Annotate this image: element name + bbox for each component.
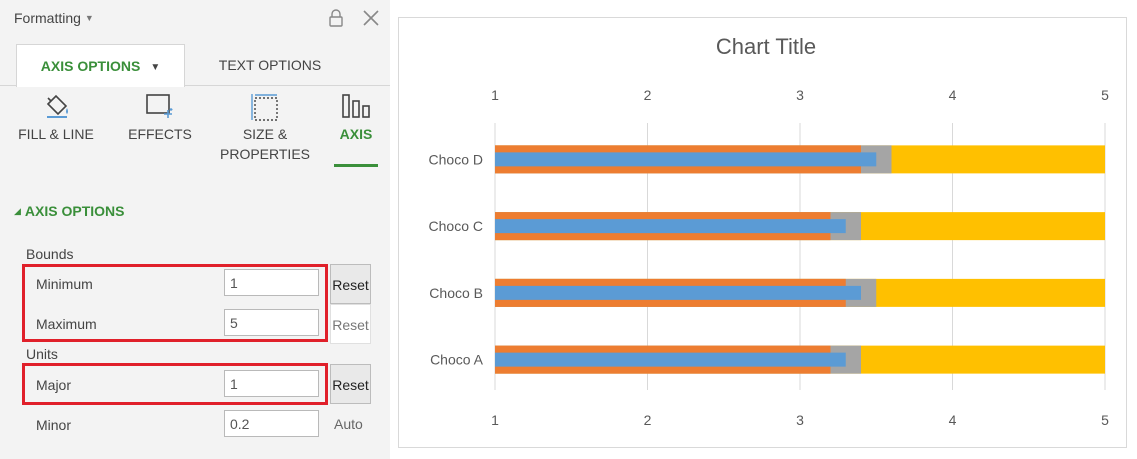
major-label: Major (36, 377, 72, 393)
category-label: Choco C (429, 218, 483, 234)
subtab-axis[interactable]: AXIS (333, 92, 379, 142)
bar-series-4 (495, 219, 846, 234)
pane-title: Formatting (14, 10, 81, 26)
top-axis-tick-label: 3 (796, 87, 804, 103)
subtab-size-properties[interactable]: SIZE & PROPERTIES (215, 92, 315, 164)
options-tab-strip: AXIS OPTIONS ▼ TEXT OPTIONS (0, 44, 390, 87)
category-label: Choco D (429, 151, 483, 167)
subtab-effects[interactable]: EFFECTS (120, 92, 200, 142)
bottom-axis-tick-label: 4 (949, 412, 957, 428)
tab-axis-options[interactable]: AXIS OPTIONS ▼ (16, 44, 185, 87)
major-highlight-box (22, 363, 328, 405)
top-axis-tick-label: 5 (1101, 87, 1109, 103)
minimum-input[interactable] (224, 269, 319, 296)
formatting-pane: Formatting ▼ AXIS OPTIONS ▼ TEXT OPTIONS F… (0, 0, 390, 459)
axis-options-section-header[interactable]: ◢ AXIS OPTIONS (14, 203, 125, 219)
top-axis-tick-label: 4 (949, 87, 957, 103)
collapse-triangle-icon: ◢ (14, 206, 21, 216)
bounds-highlight-box (22, 264, 328, 342)
minor-unit-input[interactable] (224, 410, 319, 437)
top-axis-tick-label: 1 (491, 87, 499, 103)
minor-auto-label: Auto (334, 416, 363, 432)
bar-series-4 (495, 352, 846, 367)
chart-title: Chart Title (716, 34, 816, 59)
size-properties-icon (251, 94, 278, 121)
bottom-axis-tick-label: 5 (1101, 412, 1109, 428)
subtab-effects-label: EFFECTS (128, 126, 192, 142)
subtab-size-label-line2: PROPERTIES (220, 146, 310, 162)
bar-chart-icon (342, 94, 370, 118)
pane-title-dropdown[interactable]: Formatting ▼ (14, 10, 94, 26)
paint-bucket-icon (46, 94, 68, 118)
chevron-down-icon: ▼ (150, 62, 161, 73)
bottom-axis-tick-label: 3 (796, 412, 804, 428)
category-label: Choco B (429, 285, 483, 301)
tab-axis-options-label: AXIS OPTIONS (40, 58, 141, 74)
bottom-axis-tick-label: 2 (644, 412, 652, 428)
maximum-label: Maximum (36, 316, 97, 332)
subtab-fill-line[interactable]: FILL & LINE (8, 92, 104, 142)
major-reset-button[interactable]: Reset (330, 364, 371, 404)
category-label: Choco A (430, 352, 484, 368)
subtab-axis-label: AXIS (339, 126, 373, 142)
subtab-fill-line-label: FILL & LINE (18, 126, 94, 142)
minimum-label: Minimum (36, 276, 93, 292)
subtab-size-label-line1: SIZE & (242, 126, 288, 142)
minimum-reset-button[interactable]: Reset (330, 264, 371, 304)
major-unit-input[interactable] (224, 370, 319, 397)
active-subtab-indicator (334, 164, 378, 167)
bar-series-4 (495, 285, 861, 300)
section-title: AXIS OPTIONS (24, 203, 125, 219)
lock-icon[interactable] (326, 8, 346, 28)
effects-icon (146, 94, 173, 118)
units-label: Units (26, 346, 58, 362)
close-icon[interactable] (361, 8, 381, 28)
bounds-label: Bounds (26, 246, 74, 262)
maximum-reset-button[interactable]: Reset (330, 304, 371, 344)
chevron-down-icon: ▼ (84, 13, 94, 23)
tab-text-options[interactable]: TEXT OPTIONS (218, 57, 322, 73)
chart-area[interactable]: Chart Title 1 1 2 2 3 3 4 4 5 5 Choco D Choco C Choco… (398, 17, 1127, 448)
bar-chart: Chart Title 1 1 2 2 3 3 4 4 5 5 Choco D Choco C Choco… (429, 34, 1110, 428)
bar-series-4 (495, 152, 877, 167)
top-axis-tick-label: 2 (644, 87, 652, 103)
bottom-axis-tick-label: 1 (491, 412, 499, 428)
maximum-input[interactable] (224, 309, 319, 336)
minor-label: Minor (36, 417, 72, 433)
